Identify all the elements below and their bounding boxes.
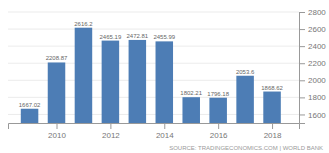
y-tick: 2200 bbox=[299, 59, 326, 68]
x-tick: 2010 bbox=[48, 123, 66, 140]
y-tick: 1800 bbox=[299, 93, 326, 102]
x-tick-label: 2016 bbox=[210, 131, 228, 140]
x-tick-mark bbox=[110, 123, 111, 129]
y-tick-label: 2600 bbox=[308, 25, 326, 34]
data-label: 2455.99 bbox=[153, 34, 175, 40]
grid-line bbox=[8, 12, 299, 13]
y-tick: 2600 bbox=[299, 25, 326, 34]
y-tick-mark bbox=[299, 114, 305, 115]
data-label: 2616.2 bbox=[74, 21, 93, 27]
annotations: SOURCE: TRADINGECONOMICS.COM | WORLD BAN… bbox=[169, 145, 323, 151]
bar bbox=[209, 98, 227, 123]
y-tick-mark bbox=[299, 97, 305, 98]
bar bbox=[263, 92, 281, 123]
x-tick-label: 2018 bbox=[264, 131, 282, 140]
source-note: SOURCE: TRADINGECONOMICS.COM | WORLD BAN… bbox=[169, 145, 323, 151]
chart-container: 2010 2012 2014 2016 2018 1600 1800 2000 2200 2400… bbox=[0, 0, 329, 153]
y-tick: 1600 bbox=[299, 111, 326, 120]
y-tick-label: 2200 bbox=[308, 59, 326, 68]
bar bbox=[21, 109, 39, 123]
y-tick-mark bbox=[299, 12, 305, 13]
bar bbox=[75, 28, 93, 123]
y-tick: 2400 bbox=[299, 42, 326, 51]
y-tick-mark bbox=[299, 46, 305, 47]
x-axis: 2010 2012 2014 2016 2018 bbox=[9, 123, 300, 140]
x-tick-mark bbox=[164, 123, 165, 129]
data-label: 1796.18 bbox=[207, 91, 229, 97]
data-label: 1802.21 bbox=[180, 90, 202, 96]
bar bbox=[236, 76, 254, 123]
x-tick-mark bbox=[57, 123, 58, 129]
bar bbox=[102, 41, 120, 123]
data-label: 1667.02 bbox=[19, 102, 41, 108]
y-tick-label: 2000 bbox=[308, 76, 326, 85]
x-tick: 2014 bbox=[156, 123, 174, 140]
bars bbox=[21, 28, 281, 123]
data-label: 2472.81 bbox=[126, 33, 148, 39]
y-axis: 1600 1800 2000 2200 2400 2600 2800 bbox=[299, 8, 326, 123]
x-tick-label: 2012 bbox=[102, 131, 120, 140]
x-tick-mark bbox=[218, 123, 219, 129]
x-tick-label: 2010 bbox=[48, 131, 66, 140]
x-tick-mark bbox=[272, 123, 273, 129]
data-label: 2053.6 bbox=[236, 69, 255, 75]
data-label: 2208.87 bbox=[46, 55, 68, 61]
data-label: 1868.62 bbox=[261, 85, 283, 91]
y-tick: 2800 bbox=[299, 8, 326, 17]
y-tick-mark bbox=[299, 63, 305, 64]
y-tick-mark bbox=[299, 29, 305, 30]
x-tick: 2012 bbox=[102, 123, 120, 140]
x-tick: 2018 bbox=[264, 123, 282, 140]
y-tick-label: 1600 bbox=[308, 111, 326, 120]
bar bbox=[129, 40, 147, 123]
bar bbox=[182, 97, 200, 123]
bar bbox=[48, 62, 66, 123]
chart-svg: 2010 2012 2014 2016 2018 1600 1800 2000 2200 2400… bbox=[0, 0, 329, 153]
y-tick-mark bbox=[299, 80, 305, 81]
plot: 2010 2012 2014 2016 2018 1600 1800 2000 2200 2400… bbox=[8, 8, 326, 153]
y-tick: 2000 bbox=[299, 76, 326, 85]
x-tick: 2016 bbox=[210, 123, 228, 140]
x-tick-label: 2014 bbox=[156, 131, 174, 140]
y-axis-line bbox=[300, 13, 306, 124]
y-tick-label: 1800 bbox=[308, 93, 326, 102]
x-axis-line bbox=[9, 124, 300, 130]
y-tick-label: 2400 bbox=[308, 42, 326, 51]
data-labels: 1667.02 2208.87 2616.2 2465.19 2472.81 2455.9… bbox=[19, 21, 284, 108]
bar bbox=[156, 41, 174, 123]
grid-line bbox=[8, 46, 299, 47]
grid-line bbox=[8, 29, 299, 30]
y-tick-label: 2800 bbox=[308, 8, 326, 17]
data-label: 2465.19 bbox=[100, 34, 122, 40]
